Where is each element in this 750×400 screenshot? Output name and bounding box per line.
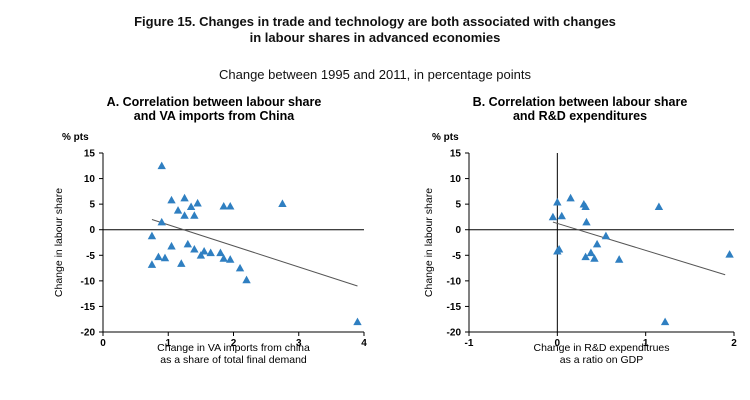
figure-title-line-2: in labour shares in advanced economies — [249, 30, 501, 45]
panel-a-x-tick-label: 3 — [296, 338, 302, 349]
panel-b-x-tick-label: -1 — [465, 338, 474, 349]
panel-a-data-point — [219, 254, 228, 262]
panel-b-data-point — [586, 248, 596, 257]
panel-a-data-point — [186, 202, 196, 211]
panel-a-title-line-2: and VA imports from China — [134, 109, 295, 123]
figure-subtitle: Change between 1995 and 2011, in percent… — [218, 67, 531, 82]
panel-a-y-tick-label: -15 — [81, 302, 96, 313]
panel-b-trend-line — [552, 221, 726, 276]
panel-b-y-tick-label: -15 — [447, 302, 462, 313]
panel-a-data-point — [199, 246, 209, 255]
panel-a-data-point — [160, 253, 170, 262]
panel-a-data-point — [219, 201, 228, 210]
panel-a-data-point — [173, 206, 183, 214]
panel-a-data-point — [157, 217, 166, 226]
panel-a-data-point — [180, 211, 189, 219]
panel-b-data-point — [592, 239, 602, 248]
panel-b-x-tick-label: 0 — [555, 338, 561, 349]
panel-b-x-tick-label: 2 — [731, 338, 737, 349]
panel-b-title-line-2: and R&D expenditures — [513, 109, 647, 123]
panel-b-data-point — [548, 212, 558, 221]
panel-b-y-tick-label: -5 — [452, 251, 461, 262]
panel-a-y-tick-label: -10 — [81, 276, 96, 287]
panel-a-data-point — [154, 252, 163, 261]
panel-b-data-point — [725, 250, 734, 258]
panel-b-data-point — [601, 231, 611, 240]
panel-b-x-axis-label-line-1: Change in R&D expenditrues — [534, 342, 670, 354]
panel-b-data-point — [590, 254, 599, 262]
panel-b-data-point — [654, 202, 664, 211]
panel-a-title-line-1: A. Correlation between labour share — [107, 95, 322, 109]
panel-b-data-point — [660, 317, 670, 326]
panel-b-data-point — [582, 217, 591, 226]
panel-a-data-point — [196, 251, 206, 259]
panel-b-data-point — [614, 255, 624, 263]
panel-a-x-tick-label: 4 — [361, 338, 367, 349]
figure-title-line-1: Figure 15. Changes in trade and technolo… — [134, 14, 616, 29]
panel-a-data-point — [190, 244, 199, 253]
panel-a-y-tick-label: 5 — [89, 200, 95, 211]
figure-title: Figure 15. Changes in trade and technolo… — [0, 14, 750, 46]
panel-a-data-point — [235, 263, 245, 272]
panel-b-y-tick-label: 5 — [455, 200, 461, 211]
panel-a-data-point — [242, 275, 251, 284]
panel-b-y-axis-label: Change in labour share — [423, 188, 435, 297]
panel-a-data-point — [180, 193, 189, 202]
panel-a-data-point — [353, 317, 362, 326]
panel-b-data-point — [581, 202, 590, 211]
panel-b-y-unit: % pts — [432, 132, 459, 143]
panel-a-data-point — [167, 195, 176, 204]
panel-a-data-point — [147, 231, 157, 240]
panel-a-data-point — [206, 248, 215, 257]
panel-b-x-axis-label-line-2: as a ratio on GDP — [560, 354, 643, 366]
panel-a-data-point — [226, 255, 235, 263]
panel-b-data-point — [557, 211, 566, 220]
panel-a-data-point — [183, 239, 193, 248]
panel-a-data-point — [157, 161, 166, 170]
panel-a-y-axis-label: Change in labour share — [53, 188, 65, 297]
panel-b-data-point — [553, 246, 562, 255]
panel-a-data-point — [193, 198, 202, 207]
panel-a-y-unit: % pts — [62, 132, 89, 143]
panel-a-data-point — [167, 241, 176, 250]
panel-a-y-tick-label: 15 — [84, 149, 96, 160]
panel-a-y-tick-label: -20 — [81, 328, 96, 339]
panel-a-trend-line — [151, 219, 358, 287]
panel-b-y-tick-label: 10 — [450, 174, 462, 185]
panel-a-x-tick-label: 0 — [100, 338, 106, 349]
panel-b-data-point — [553, 197, 562, 206]
panel-b-y-tick-label: 0 — [455, 225, 461, 236]
panel-a-y-tick-label: -5 — [86, 251, 95, 262]
panel-a-data-point — [177, 259, 186, 267]
panel-b-y-tick-label: 15 — [450, 149, 462, 160]
panel-b-y-tick-label: -10 — [447, 276, 462, 287]
panel-a-x-tick-label: 2 — [231, 338, 237, 349]
panel-b-x-tick-label: 1 — [643, 338, 649, 349]
panel-a-data-point — [216, 248, 225, 257]
panel-b-title-line-1: B. Correlation between labour share — [473, 95, 688, 109]
panel-a-data-point — [147, 260, 157, 268]
panel-b-data-point — [566, 193, 575, 202]
panel-a-y-tick-label: 0 — [89, 225, 95, 236]
panel-a-data-point — [226, 201, 235, 210]
panel-a-x-axis-label-line-1: Change in VA imports from china — [157, 342, 310, 354]
panel-b-data-point — [581, 252, 590, 261]
panel-a-data-point — [278, 199, 287, 207]
panel-a-x-axis-label-line-2: as a share of total final demand — [160, 354, 307, 366]
panel-a-y-tick-label: 10 — [84, 174, 96, 185]
panel-a-data-point — [190, 211, 199, 219]
panel-b-y-tick-label: -20 — [447, 328, 462, 339]
panel-a-x-tick-label: 1 — [165, 338, 171, 349]
